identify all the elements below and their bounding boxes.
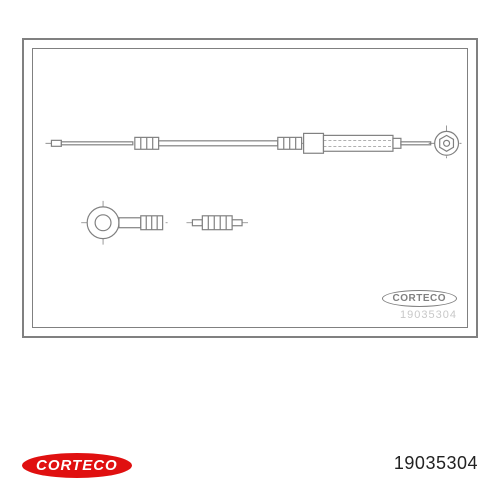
drawing-frame-outer: CORTECO 19035304: [22, 38, 478, 338]
drawing-logo-oval: CORTECO: [382, 290, 458, 307]
drawing-part-number: 19035304: [382, 309, 458, 321]
drawing-logo-block: CORTECO 19035304: [382, 288, 458, 321]
brand-logo: CORTECO: [22, 453, 132, 478]
drawing-frame-inner: CORTECO 19035304: [32, 48, 468, 328]
brand-logo-text: CORTECO: [22, 453, 132, 478]
page-container: CORTECO 19035304 CORTECO 19035304: [0, 0, 500, 500]
technical-diagram: [33, 49, 467, 327]
part-number: 19035304: [394, 453, 478, 474]
